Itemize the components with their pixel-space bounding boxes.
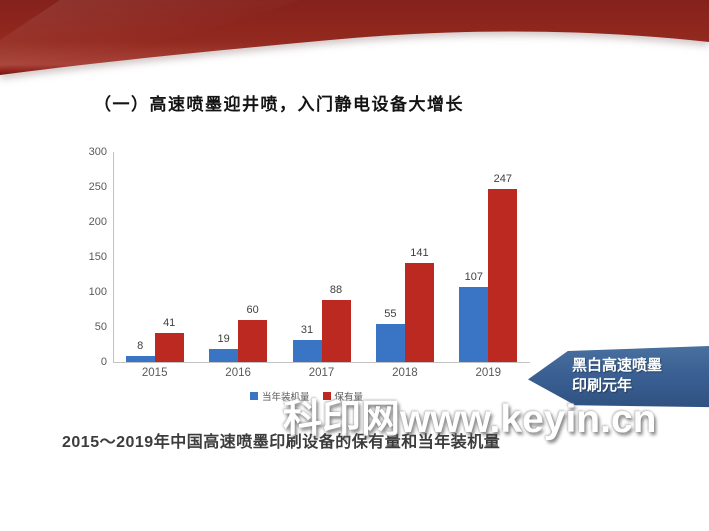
bar-value-label: 107: [464, 271, 483, 284]
legend-swatch: [250, 392, 258, 400]
chart-bar-保有量-2016: [238, 320, 268, 362]
chart-bar-当年装机量-2015: [125, 356, 155, 362]
legend-label: 保有量: [334, 392, 364, 403]
bar-value-label: 88: [329, 284, 343, 297]
chart-legend: 当年装机量 保有量: [250, 389, 363, 403]
top-ribbon: [0, 0, 709, 79]
y-tick-label: 100: [88, 286, 107, 298]
legend-item-当年装机量: 当年装机量: [250, 389, 310, 403]
chart-bar-当年装机量-2016: [209, 348, 239, 362]
y-tick-label: 300: [88, 146, 107, 158]
y-tick-label: 250: [88, 181, 107, 193]
bar-value-label: 19: [217, 332, 230, 345]
y-tick-label: 200: [88, 216, 107, 228]
legend-item-保有量: 保有量: [322, 389, 364, 403]
bar-value-label: 8: [137, 340, 144, 353]
legend-swatch: [322, 392, 331, 400]
chart-bar-保有量-2019: [488, 189, 518, 362]
slide-title: （一）高速喷墨迎井喷，入门静电设备大增长: [94, 95, 464, 114]
chart-bar-当年装机量-2018: [375, 323, 405, 362]
legend-label: 当年装机量: [262, 392, 310, 403]
x-axis-line: [113, 362, 530, 363]
x-tick-label: 2015: [141, 367, 168, 379]
y-tick-label: 150: [88, 251, 107, 263]
bar-value-label: 41: [163, 317, 176, 330]
callout-line1: 黑白高速喷墨: [572, 357, 663, 374]
chart-bar-保有量-2015: [154, 333, 184, 362]
y-tick-label: 0: [100, 356, 107, 368]
chart-bar-当年装机量-2017: [292, 340, 322, 362]
x-tick-label: 2018: [392, 367, 418, 379]
x-tick-label: 2016: [225, 367, 251, 379]
y-tick-label: 50: [94, 321, 107, 333]
bar-value-label: 141: [410, 247, 429, 260]
y-axis-line: [113, 152, 114, 362]
chart-bar-保有量-2018: [404, 263, 434, 362]
bar-value-label: 31: [300, 324, 314, 337]
chart-caption: 2015～2019年中国高速喷墨印刷设备的保有量和当年装机量: [62, 434, 501, 451]
watermark: 科印网www.keyin.cn: [283, 398, 657, 441]
bar-value-label: 55: [384, 307, 397, 320]
bar-value-label: 247: [493, 173, 512, 186]
x-tick-label: 2019: [475, 367, 502, 379]
callout-line2: 印刷元年: [572, 376, 633, 394]
chart-bar-当年装机量-2019: [459, 287, 489, 362]
chart-bar-保有量-2017: [321, 300, 351, 362]
bar-value-label: 60: [246, 304, 259, 316]
ribbon-highlight: [0, 0, 300, 68]
callout-text: 黑白高速喷墨 印刷元年: [528, 346, 709, 395]
x-tick-label: 2017: [308, 367, 335, 379]
